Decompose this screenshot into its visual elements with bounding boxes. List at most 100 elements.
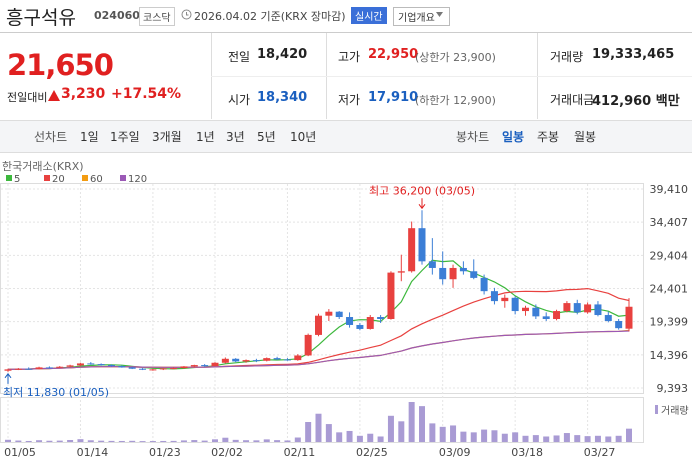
volume-bar (77, 439, 84, 442)
period-tab[interactable]: 1년 (196, 130, 215, 144)
candle-body (201, 365, 209, 367)
candle-body (190, 365, 198, 367)
candle-body (118, 366, 126, 368)
volume-bar (367, 433, 374, 442)
date-basis: 2026.04.02 기준(KRX 장마감) (194, 10, 346, 23)
candle-tab[interactable]: 일봉 (502, 130, 525, 144)
period-tab[interactable]: 1일 (80, 130, 99, 144)
realtime-button[interactable]: 실시간 (351, 7, 387, 24)
volume-bar (25, 440, 32, 442)
candle-body (501, 297, 509, 302)
stat-note: (하한가 12,900) (415, 94, 496, 107)
candle-body (377, 317, 385, 320)
candle-body (418, 228, 426, 262)
change-percent: +17.54% (111, 86, 182, 102)
candle-body (45, 367, 53, 369)
period-tab[interactable]: 3개월 (152, 130, 182, 144)
candle-body (25, 368, 33, 370)
candle-body (14, 368, 22, 370)
volume-bar (305, 422, 312, 442)
volume-bar (253, 440, 260, 442)
volume-bar (46, 440, 53, 442)
current-price: 21,650 (7, 48, 114, 82)
stat-value: 412,960 백만 (592, 94, 680, 109)
candle-body (4, 369, 12, 371)
candle-body (180, 366, 188, 369)
period-tab[interactable]: 10년 (290, 130, 317, 144)
volume-bar (243, 440, 250, 442)
volume-bar (419, 406, 425, 442)
change-label: 전일대비 (7, 91, 48, 104)
stat-value: 18,340 (257, 90, 308, 105)
volume-bar (201, 440, 208, 442)
volume-bar (87, 440, 94, 442)
x-tick-label: 01/23 (149, 446, 181, 459)
candle-body (470, 271, 478, 278)
volume-bar (315, 413, 322, 442)
volume-bar (553, 435, 560, 442)
y-tick-label: 34,407 (650, 216, 689, 229)
volume-bar (532, 435, 539, 442)
volume-bar (584, 436, 591, 442)
volume-bar (56, 440, 63, 442)
volume-bar (129, 440, 136, 442)
tab-label: 선차트 (34, 130, 68, 144)
y-tick-label: 19,399 (650, 316, 689, 329)
volume-bar (336, 432, 343, 442)
candle-tab[interactable]: 주봉 (537, 130, 560, 144)
volume-bar (481, 429, 488, 442)
candle-body (87, 363, 95, 365)
volume-bar (5, 439, 11, 442)
low-annotation: 최저 11,830 (01/05) (3, 386, 109, 399)
stat-value: 18,420 (257, 47, 308, 62)
stat-label: 거래대금 (550, 93, 595, 107)
candle-body (428, 261, 436, 268)
candle-body (294, 355, 302, 361)
x-tick-label: 03/27 (584, 446, 616, 459)
period-tab[interactable]: 1주일 (110, 130, 140, 144)
legend-swatch (82, 175, 88, 181)
candle-body (304, 334, 312, 356)
volume-bar (512, 432, 519, 442)
volume-bar (574, 435, 581, 442)
volume-bar (522, 435, 529, 442)
volume-bar (626, 428, 632, 442)
stat-label: 고가 (338, 50, 361, 64)
change-amount: 3,230 (61, 86, 106, 102)
x-tick-label: 03/18 (511, 446, 543, 459)
candle-body (387, 272, 395, 320)
candle-body (459, 267, 467, 272)
candle-body (397, 271, 405, 273)
candle-body (356, 324, 364, 329)
legend-label: 120 (128, 174, 147, 185)
volume-bar (160, 440, 167, 442)
volume-bar (139, 441, 146, 442)
x-tick-label: 02/11 (284, 446, 316, 459)
stat-note: (상한가 23,900) (415, 51, 496, 64)
volume-bar (222, 437, 229, 442)
candle-body (76, 363, 84, 366)
company-button[interactable]: 기업개요 (393, 7, 450, 26)
candle-body (553, 311, 561, 320)
period-tab[interactable]: 5년 (257, 130, 276, 144)
candle-body (315, 315, 322, 335)
volume-bar (615, 435, 622, 442)
legend-swatch (44, 175, 50, 181)
tab-label: 봉차트 (456, 130, 490, 144)
candle-tab[interactable]: 월봉 (574, 130, 597, 144)
candle-body (511, 297, 519, 312)
candle-body (335, 311, 343, 318)
volume-bar (284, 440, 291, 442)
volume-bar (15, 440, 22, 442)
volume-frame (0, 397, 644, 443)
volume-bar (325, 424, 332, 442)
volume-bar (149, 441, 156, 442)
candle-body (170, 368, 178, 370)
period-tab[interactable]: 3년 (226, 130, 245, 144)
candle-body (615, 320, 623, 329)
divider (211, 76, 692, 77)
volume-bar (429, 423, 436, 442)
candle-body (97, 364, 105, 366)
x-tick-label: 01/05 (4, 446, 36, 459)
